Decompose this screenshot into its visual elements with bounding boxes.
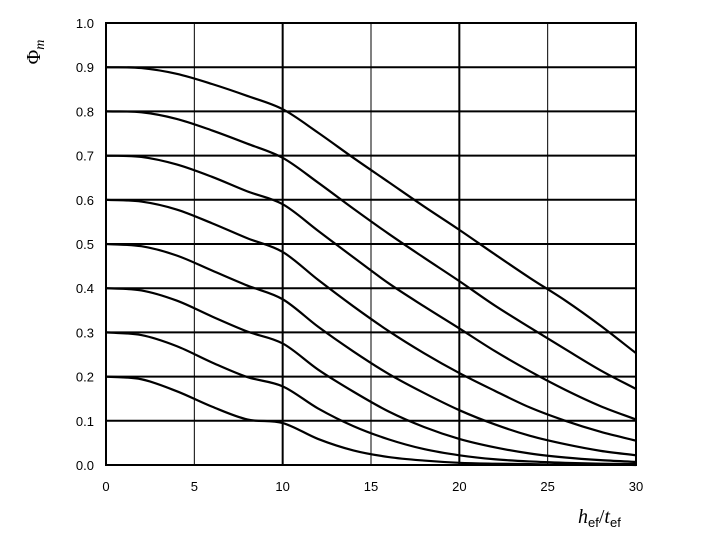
- series-line: [105, 110, 637, 390]
- x-tick-label: 5: [191, 479, 198, 494]
- y-tick-label: 0.9: [76, 60, 94, 75]
- y-tick-label: 0.5: [76, 237, 94, 252]
- y-tick-label: 0.3: [76, 325, 94, 340]
- tick-layer: 0.0 0.1 0.2 0.3 0.4 0.5 0.6 0.7 0.8 0.9 1.0 0 5 10 15 2…: [76, 16, 643, 494]
- curve-layer: [105, 66, 637, 467]
- y-tick-label: 1.0: [76, 16, 94, 31]
- x-tick-label: 20: [452, 479, 466, 494]
- grid-layer: [105, 22, 637, 466]
- series-line: [105, 375, 637, 467]
- y-tick-label: 0.6: [76, 193, 94, 208]
- x-tick-label: 0: [102, 479, 109, 494]
- series-line: [105, 198, 637, 442]
- y-tick-label: 0.7: [76, 149, 94, 164]
- x-tick-label: 25: [540, 479, 554, 494]
- y-tick-label: 0.8: [76, 104, 94, 119]
- y-tick-label: 0.1: [76, 414, 94, 429]
- series-line: [105, 66, 637, 355]
- y-axis-label: Φm: [23, 40, 48, 65]
- x-axis-label: hef/tef: [578, 506, 621, 530]
- x-tick-label: 10: [275, 479, 289, 494]
- y-tick-label: 0.0: [76, 458, 94, 473]
- series-line: [105, 331, 637, 466]
- x-tick-label: 30: [629, 479, 643, 494]
- y-tick-label: 0.4: [76, 281, 94, 296]
- series-line: [105, 242, 637, 457]
- series-line: [105, 287, 637, 464]
- y-tick-label: 0.2: [76, 370, 94, 385]
- series-line: [105, 154, 637, 421]
- x-tick-label: 15: [364, 479, 378, 494]
